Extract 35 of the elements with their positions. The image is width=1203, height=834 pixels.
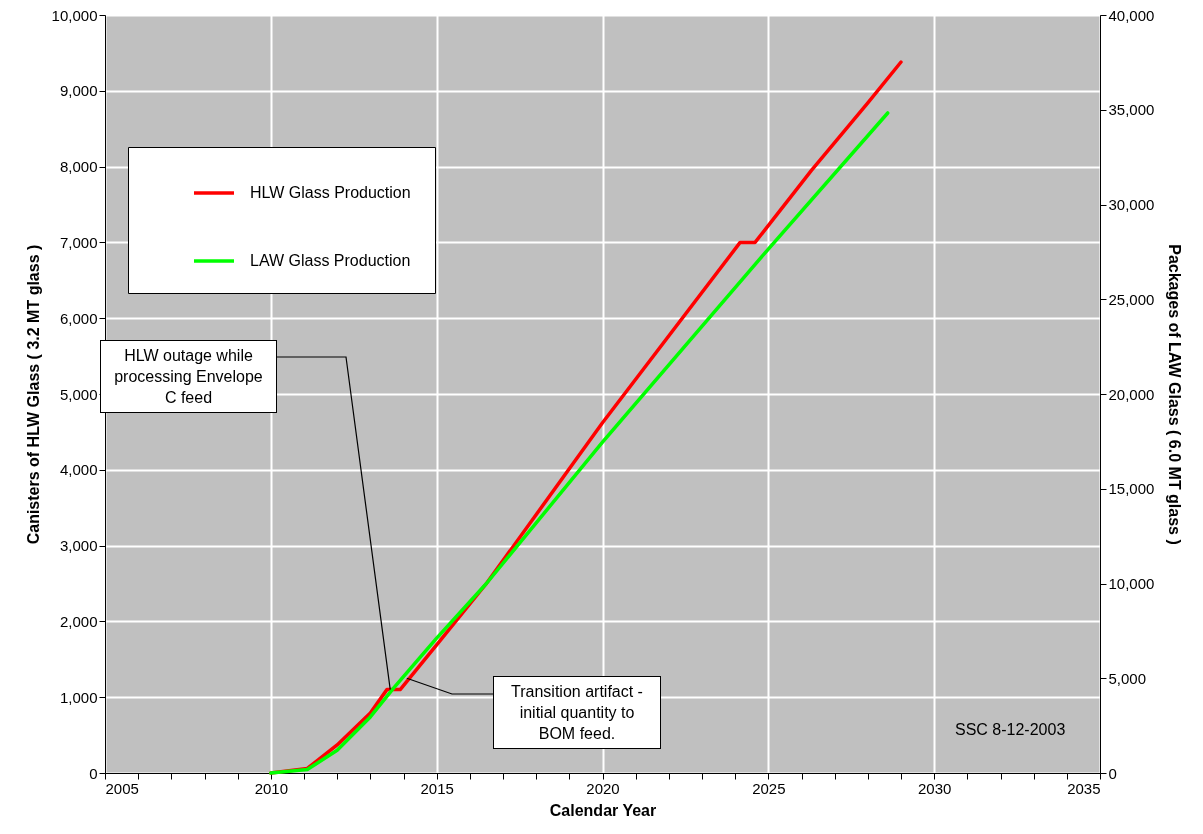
- legend-label: HLW Glass Production: [250, 184, 411, 201]
- y-tick-label: 1,000: [59, 688, 98, 706]
- y-tick-label: 7,000: [59, 233, 98, 251]
- y2-tick-label: 15,000: [1108, 480, 1155, 498]
- x-tick-label: 2015: [420, 779, 454, 797]
- legend-label: LAW Glass Production: [250, 252, 411, 269]
- x-tick-label: 2010: [254, 779, 289, 797]
- x-tick-label: 2025: [752, 779, 786, 797]
- y2-axis-title: Packages of LAW Glass ( 6.0 MT glass ): [1166, 244, 1184, 545]
- y-tick-label: 9,000: [59, 82, 98, 100]
- y-axis-title: Canisters of HLW Glass ( 3.2 MT glass ): [24, 244, 42, 545]
- annotation: SSC 8-12-2003: [955, 720, 1066, 740]
- y2-tick-label: 25,000: [1108, 290, 1155, 308]
- y2-tick-label: 5,000: [1108, 669, 1147, 687]
- x-axis-title: Calendar Year: [549, 801, 657, 819]
- y-tick-label: 4,000: [59, 461, 98, 479]
- y2-tick-label: 10,000: [1108, 575, 1155, 592]
- y-tick-label: 2,000: [59, 612, 98, 630]
- y2-tick-label: 0: [1108, 764, 1117, 782]
- x-tick-label: 2005: [105, 779, 139, 797]
- annotation: Transition artifact - initial quantity to BOM feed.: [493, 676, 661, 749]
- annotation: HLW outage while processing Envelope C feed: [100, 340, 277, 413]
- x-tick-label: 2020: [586, 779, 620, 797]
- y-tick-label: 8,000: [59, 158, 98, 176]
- y2-tick-label: 40,000: [1108, 6, 1155, 24]
- y-tick-label: 3,000: [59, 537, 98, 555]
- y-tick-label: 10,000: [51, 6, 98, 24]
- y2-tick-label: 20,000: [1108, 385, 1155, 403]
- y-tick-label: 0: [89, 764, 98, 782]
- y2-tick-label: 30,000: [1108, 196, 1155, 213]
- x-tick-label: 2030: [917, 779, 952, 797]
- y-tick-label: 6,000: [59, 309, 98, 327]
- y-tick-label: 5,000: [59, 385, 98, 403]
- x-tick-label: 2035: [1067, 779, 1101, 797]
- y2-tick-label: 35,000: [1108, 101, 1155, 119]
